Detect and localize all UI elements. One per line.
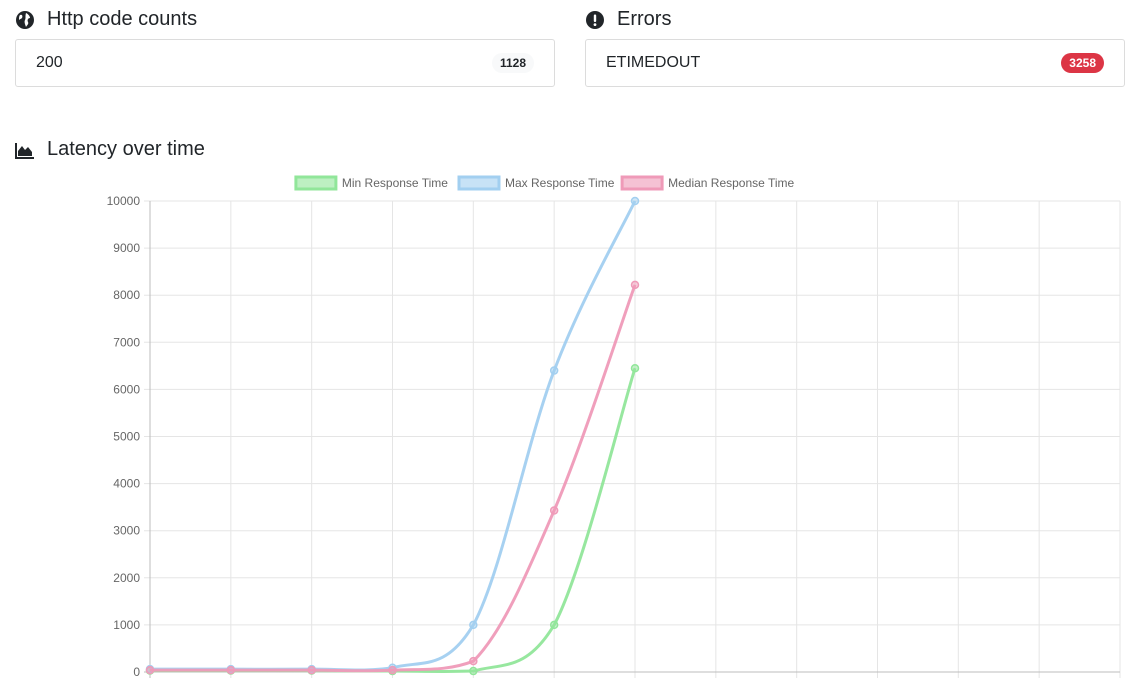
exclamation-circle-icon xyxy=(585,10,605,30)
errors-title: Errors xyxy=(585,8,671,31)
data-point xyxy=(145,665,155,675)
error-row-etimedout: ETIMEDOUT 3258 xyxy=(585,39,1125,87)
legend-swatch xyxy=(457,175,501,191)
data-point xyxy=(630,196,640,206)
legend-label: Max Response Time xyxy=(505,176,615,190)
latency-title: Latency over time xyxy=(15,138,205,161)
data-point xyxy=(549,366,559,375)
y-tick-label: 9000 xyxy=(113,241,140,255)
y-tick-label: 4000 xyxy=(113,477,140,491)
y-tick-label: 6000 xyxy=(113,382,140,396)
data-point xyxy=(549,506,559,515)
data-point xyxy=(630,280,640,290)
globe-icon xyxy=(15,10,35,30)
legend-label: Min Response Time xyxy=(342,176,448,190)
data-point xyxy=(630,363,640,373)
error-count-badge: 3258 xyxy=(1061,53,1104,73)
http-code-label: 200 xyxy=(36,54,63,71)
http-code-count-badge: 1128 xyxy=(491,53,534,73)
series-line-2 xyxy=(150,284,637,673)
y-tick-label: 10000 xyxy=(107,194,141,208)
legend-swatch xyxy=(294,175,338,191)
legend-swatch xyxy=(620,175,664,191)
area-chart-icon xyxy=(15,140,35,160)
errors-title-text: Errors xyxy=(617,8,672,30)
data-point xyxy=(469,656,478,666)
http-codes-title-text: Http code counts xyxy=(47,8,198,30)
y-tick-label: 2000 xyxy=(113,571,140,585)
y-tick-label: 3000 xyxy=(113,524,140,538)
data-point xyxy=(307,665,316,675)
latency-chart: 0 1000 2000 3000 4000 5000 6000 7000 8000 9000 100… xyxy=(107,175,1121,678)
http-codes-title: Http code counts xyxy=(15,8,197,31)
latency-title-text: Latency over time xyxy=(47,138,205,160)
data-point xyxy=(549,620,559,630)
y-tick-label: 1000 xyxy=(113,618,140,632)
y-tick-label: 0 xyxy=(133,665,140,678)
data-point xyxy=(469,620,478,630)
legend-label: Median Response Time xyxy=(668,176,794,190)
data-point xyxy=(388,665,397,675)
data-point xyxy=(226,665,236,675)
http-code-row-200: 200 1128 xyxy=(15,39,555,87)
y-tick-label: 5000 xyxy=(113,430,140,444)
y-tick-label: 7000 xyxy=(113,335,140,349)
error-code-label: ETIMEDOUT xyxy=(606,54,701,71)
data-point xyxy=(469,666,478,676)
y-tick-label: 8000 xyxy=(113,288,140,302)
